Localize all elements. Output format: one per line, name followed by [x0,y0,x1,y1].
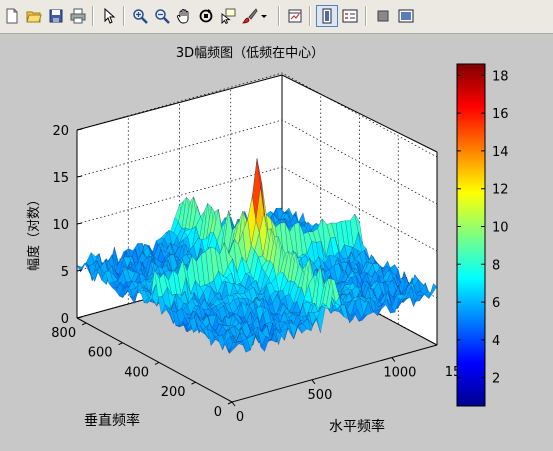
y-tick-label: 400 [124,365,149,380]
grid-line [76,166,438,252]
pan-hand-icon [176,9,189,24]
toolbar-separator [123,6,125,26]
colorbar-tick-label: 6 [492,296,500,311]
link-plot-button[interactable] [284,5,306,27]
toolbar-separator [365,6,367,26]
y-axis-label: 垂直频率 [84,412,140,429]
z-tick-label: 20 [52,124,69,139]
colorbar-tick-label: 10 [492,220,509,235]
grid-line [76,72,438,158]
pointer-button[interactable] [98,5,120,27]
rotate-3d-button[interactable] [195,5,217,27]
data-cursor-icon [221,8,236,24]
surface-mesh [76,158,438,354]
x-tick-mark [311,379,316,385]
new-figure-icon [6,8,18,24]
print-button[interactable] [67,5,89,27]
colorbar-ticks: 2 4 6 8 10 12 14 16 18 [457,69,509,387]
colorbar-tick-label: 14 [492,145,509,160]
colorbar-tick-label: 18 [492,69,509,84]
z-tick-label: 0 [61,312,69,327]
show-plot-tools-icon [398,9,414,23]
z-tick-mark [76,128,83,131]
colorbar-gradient [456,63,486,407]
colorbar-tick-label: 8 [492,258,500,273]
rotate-3d-icon [199,9,213,23]
y-tick-label: 200 [161,385,186,400]
z-tick-mark [76,222,83,225]
link-plot-icon [288,9,302,23]
z-tick-mark [76,269,83,272]
z-axis-ticks: 0 5 10 15 20 [52,124,83,327]
new-figure-button[interactable] [1,5,23,27]
y-tick-mark [154,362,160,365]
brush-button[interactable] [239,5,261,27]
z-tick-label: 15 [52,171,69,186]
x-axis-label: 水平频率 [329,418,385,435]
grid-line [76,119,438,205]
z-tick-label: 10 [52,218,69,233]
colorbar: 2 4 6 8 10 12 14 16 18 [456,63,509,407]
toolbar-separator [92,6,94,26]
zoom-in-button[interactable] [129,5,151,27]
chart-title: 3D幅频图（低频在中心） [175,46,325,61]
legend-button[interactable] [339,5,361,27]
hide-plot-tools-button[interactable] [372,5,394,27]
data-cursor-button[interactable] [217,5,239,27]
print-icon [70,8,86,24]
toolbar-separator [309,6,311,26]
pointer-arrow-icon [104,8,116,24]
open-file-icon [26,11,42,23]
colorbar-tick-label: 4 [492,334,500,349]
z-tick-mark [76,175,83,178]
colorbar-button[interactable] [316,5,338,27]
y-axis-ticks: 0 200 400 600 800 [51,322,233,420]
y-tick-mark [191,381,196,385]
z-axis-label: 幅度（对数） [26,193,42,271]
y-tick-mark [227,401,233,405]
save-button[interactable] [45,5,67,27]
brush-icon [242,8,258,24]
show-plot-tools-button[interactable] [395,5,417,27]
y-tick-label: 0 [214,405,222,420]
x-tick-mark [231,401,236,407]
z-tick-label: 5 [61,265,69,280]
zoom-in-icon [133,9,148,24]
colorbar-tick-label: 2 [492,372,500,387]
open-file-button[interactable] [23,5,45,27]
zoom-out-icon [155,9,170,24]
y-tick-mark [118,342,123,346]
y-tick-label: 800 [51,326,76,341]
colorbar-icon [322,8,332,24]
y-tick-label: 600 [88,346,113,361]
pan-button[interactable] [173,5,195,27]
x-tick-label: 500 [308,388,333,403]
brush-dropdown-icon [261,15,267,18]
hide-plot-tools-icon [377,10,389,22]
x-tick-label: 1000 [383,366,416,381]
legend-icon [342,9,358,23]
z-tick-mark [76,316,83,319]
x-tick-mark [391,357,396,362]
zoom-out-button[interactable] [151,5,173,27]
y-tick-mark [81,322,87,326]
x-tick-label: 0 [236,410,244,425]
colorbar-tick-label: 16 [492,107,509,122]
toolbar-separator [278,6,280,26]
surface-cell [428,283,438,299]
save-icon [49,9,63,23]
figure-toolbar [0,0,553,34]
colorbar-tick-label: 12 [492,183,509,198]
brush-dropdown-button[interactable] [259,5,269,27]
